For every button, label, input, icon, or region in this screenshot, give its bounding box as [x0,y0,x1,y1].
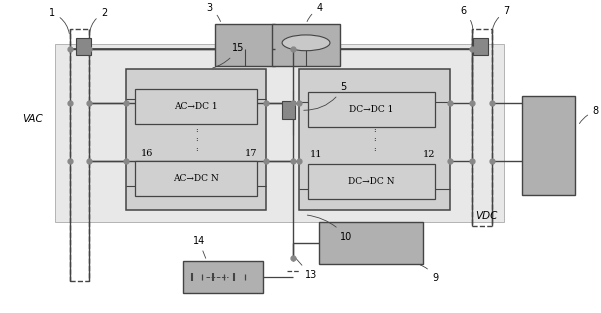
Text: 1: 1 [49,8,69,34]
Text: 16: 16 [141,149,153,158]
Text: AC→DC N: AC→DC N [173,174,219,183]
Bar [308,92,435,127]
Bar [319,223,424,264]
Bar [215,24,275,66]
Text: 14: 14 [192,235,206,258]
Text: 15: 15 [213,44,244,68]
Bar [76,38,91,55]
Text: 10: 10 [307,215,352,242]
Bar [135,89,257,124]
Text: :
:
:: : : : [195,126,197,153]
Text: 4: 4 [307,3,323,22]
Text: VDC: VDC [475,211,498,221]
Bar [473,38,487,55]
Bar [299,69,450,210]
Bar [183,261,263,293]
Bar [522,96,575,195]
Bar [272,24,340,66]
Text: VAC: VAC [22,115,43,125]
Bar [472,29,492,226]
Text: 9: 9 [420,265,439,283]
Bar [135,161,257,196]
Text: 11: 11 [310,150,323,159]
Bar [70,29,90,281]
Text: 3: 3 [206,3,221,22]
Text: 13: 13 [294,257,317,280]
Text: DC→DC N: DC→DC N [348,177,395,186]
Bar [55,44,504,223]
Text: 6: 6 [460,7,473,35]
Text: 8: 8 [579,106,599,124]
Text: 7: 7 [492,7,510,34]
Text: 5: 5 [304,82,346,110]
Text: 2: 2 [90,8,108,34]
Bar [308,164,435,199]
Bar [282,101,295,120]
Text: DC→DC 1: DC→DC 1 [349,105,394,114]
Text: :
:
:: : : : [373,126,376,153]
Bar [126,69,266,210]
Text: 12: 12 [423,150,436,159]
Ellipse shape [282,35,330,51]
Text: AC→DC 1: AC→DC 1 [174,102,218,111]
Text: 17: 17 [245,149,257,158]
